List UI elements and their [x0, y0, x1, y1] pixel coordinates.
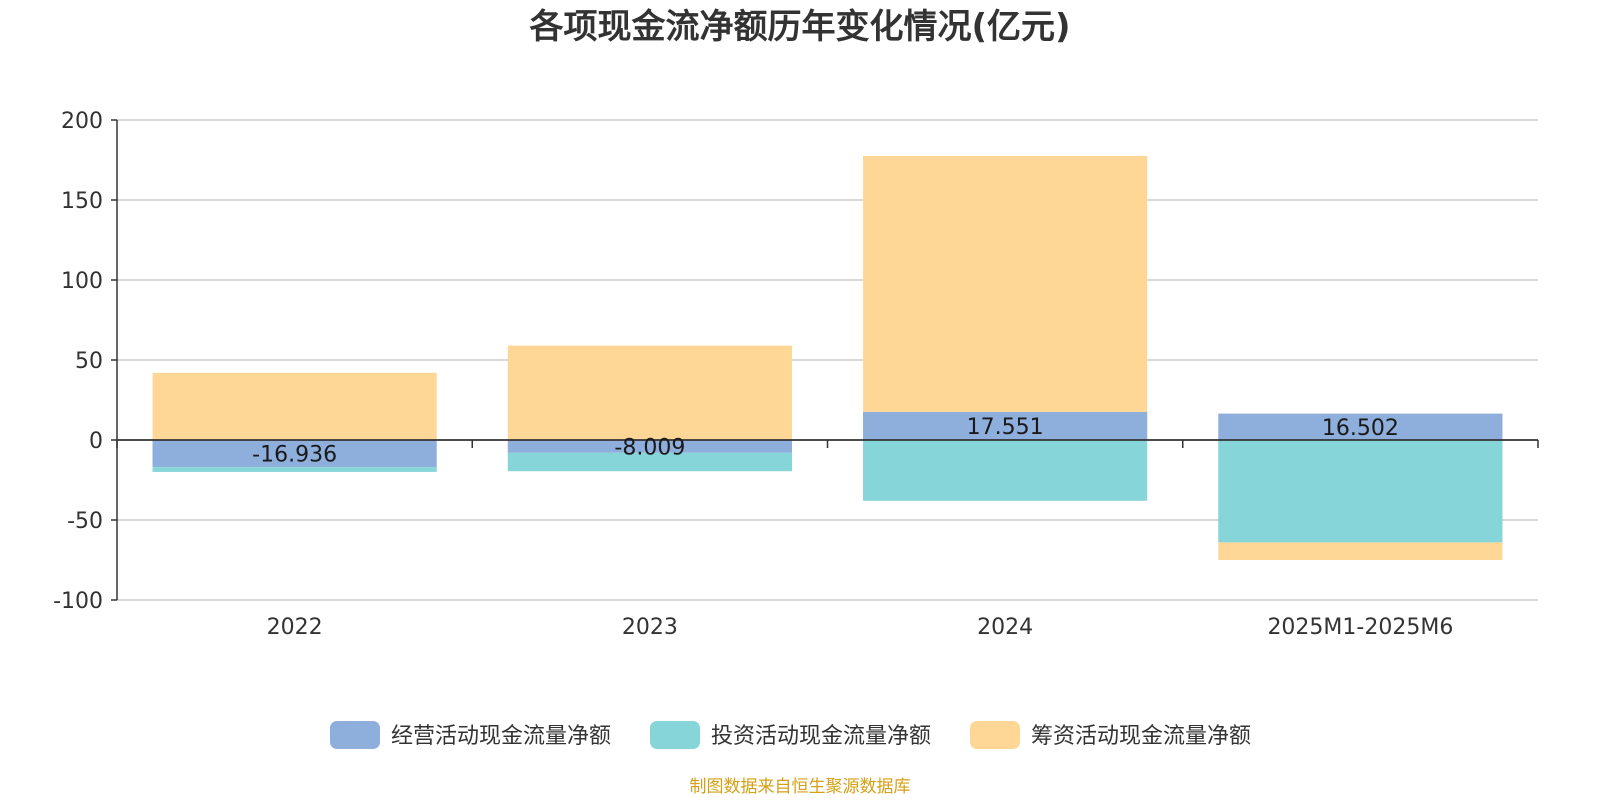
data-label: 17.551 — [967, 415, 1044, 440]
y-tick-label: -100 — [53, 589, 103, 614]
data-labels: -16.936 -8.009 17.551 16.502 — [252, 415, 1399, 468]
legend-swatch — [650, 721, 700, 749]
y-tick-label: 50 — [75, 349, 103, 374]
x-tick-label: 2022 — [267, 615, 323, 640]
bar-segment — [863, 155, 1148, 412]
y-tick-label: 100 — [61, 269, 103, 294]
bar-segment — [1218, 440, 1503, 543]
y-tick-label: 0 — [89, 429, 103, 454]
bar-segment — [507, 452, 792, 472]
bar-segment — [863, 411, 1148, 440]
bar-segment — [152, 440, 437, 468]
data-label: 16.502 — [1322, 416, 1399, 441]
bar-segment — [863, 440, 1148, 501]
data-label: -16.936 — [252, 443, 337, 468]
bar-segment — [1218, 413, 1503, 440]
bar-segment — [507, 345, 792, 440]
bar-segment — [507, 440, 792, 453]
legend: 经营活动现金流量净额 投资活动现金流量净额 筹资活动现金流量净额 — [330, 721, 1251, 749]
data-label: -8.009 — [614, 435, 685, 460]
axes: 200 150 100 50 0 -50 -100 2022 2023 2024 2025M1-20… — [53, 109, 1539, 640]
legend-label: 投资活动现金流量净额 — [711, 724, 931, 749]
x-tick-label: 2023 — [622, 615, 678, 640]
legend-label: 筹资活动现金流量净额 — [1031, 724, 1251, 749]
x-tick-label: 2025M1-2025M6 — [1267, 615, 1453, 640]
y-tick-label: 200 — [61, 109, 103, 134]
legend-swatch — [970, 721, 1020, 749]
legend-label: 经营活动现金流量净额 — [391, 724, 611, 749]
chart-title: 各项现金流净额历年变化情况(亿元) — [529, 7, 1070, 47]
legend-swatch — [330, 721, 380, 749]
bar-segment — [152, 372, 437, 440]
bars — [152, 155, 1503, 560]
grid-lines — [117, 119, 1538, 601]
bar-segment — [1218, 542, 1503, 560]
source-note: 制图数据来自恒生聚源数据库 — [690, 777, 911, 797]
y-tick-label: 150 — [61, 189, 103, 214]
x-tick-label: 2024 — [977, 615, 1033, 640]
bar-segment — [152, 467, 437, 472]
y-tick-label: -50 — [67, 509, 103, 534]
